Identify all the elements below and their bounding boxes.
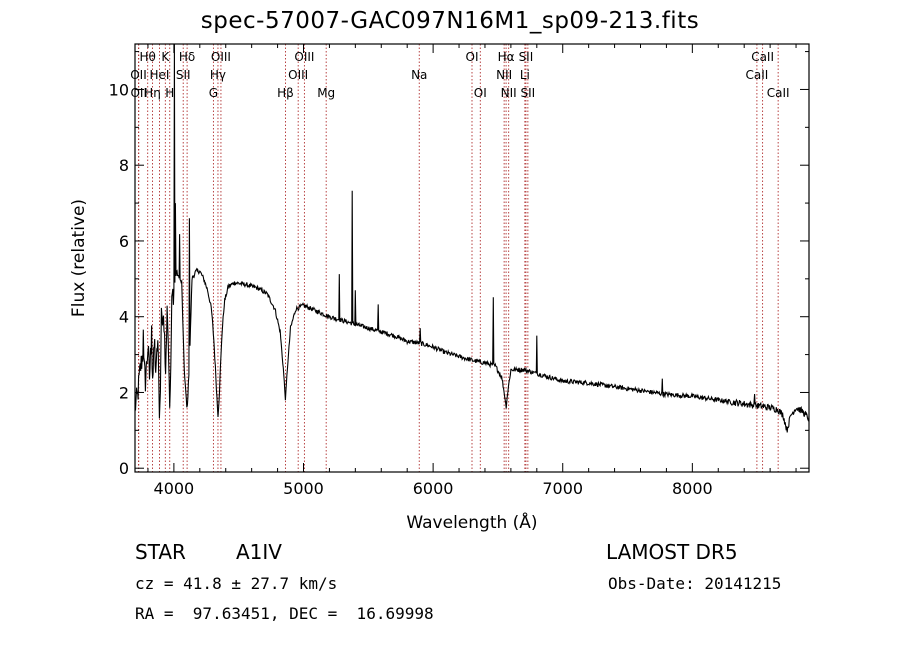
survey-name: LAMOST DR5 xyxy=(606,540,738,564)
spectral-line-label: OIII xyxy=(294,50,314,64)
spectral-line-label: CaII xyxy=(751,50,774,64)
spectral-line-label: OI xyxy=(474,86,487,100)
spectral-line-labels: Hθ K Hδ OIII OIII OI Hα SII CaII OII HeI SII Hγ OIII N… xyxy=(130,50,789,100)
spectral-line-markers xyxy=(138,44,779,472)
spectral-line-label: CaII xyxy=(745,68,768,82)
x-axis-ticks: 4000 5000 6000 7000 8000 xyxy=(147,44,797,498)
coordinates: RA = 97.63451, DEC = 16.69998 xyxy=(135,604,434,623)
x-tick-label: 6000 xyxy=(413,479,454,498)
y-tick-label: 2 xyxy=(119,383,129,402)
y-axis-label: Flux (relative) xyxy=(69,199,89,317)
y-tick-label: 4 xyxy=(119,308,129,327)
spectral-line-label: Hη xyxy=(144,86,161,100)
spectral-line-label: H xyxy=(165,86,174,100)
spectral-line-label: OIII xyxy=(288,68,308,82)
spectral-line-label: Hα xyxy=(498,50,515,64)
spectral-line-label: K xyxy=(161,50,170,64)
flux-line xyxy=(134,43,810,433)
spectral-line-label: Hγ xyxy=(210,68,226,82)
spectral-line-label: Hδ xyxy=(179,50,195,64)
x-tick-label: 5000 xyxy=(283,479,324,498)
spectral-line-label: OI xyxy=(466,50,479,64)
spectral-line-label: Hθ xyxy=(140,50,156,64)
y-tick-label: 0 xyxy=(119,459,129,478)
x-axis-label: Wavelength (Å) xyxy=(406,511,537,533)
object-class: STAR xyxy=(135,540,186,564)
y-axis-ticks: 0 2 4 6 8 10 xyxy=(109,51,809,478)
observation-date: Obs-Date: 20141215 xyxy=(608,574,782,593)
spectral-line-label: OII xyxy=(130,68,147,82)
spectral-line-label: NII xyxy=(501,86,517,100)
x-tick-label: 7000 xyxy=(542,479,583,498)
redshift-velocity: cz = 41.8 ± 27.7 km/s xyxy=(135,574,338,593)
spectral-line-label: Li xyxy=(520,68,530,82)
spectral-line-label: G xyxy=(209,86,218,100)
spectral-line-label: SII xyxy=(521,86,536,100)
x-tick-label: 8000 xyxy=(672,479,713,498)
plot-frame xyxy=(134,43,810,473)
spectral-line-label: Hβ xyxy=(277,86,294,100)
spectral-line-label: CaII xyxy=(767,86,790,100)
spectral-line-label: NII xyxy=(496,68,512,82)
y-tick-label: 8 xyxy=(119,156,129,175)
spectral-line-label: OIII xyxy=(211,50,231,64)
spectral-line-label: SII xyxy=(176,68,191,82)
object-subclass: A1IV xyxy=(236,540,282,564)
spectral-line-label: HeI xyxy=(150,68,170,82)
x-tick-label: 4000 xyxy=(154,479,195,498)
spectral-line-label: Mg xyxy=(317,86,335,100)
y-tick-label: 6 xyxy=(119,232,129,251)
y-tick-label: 10 xyxy=(109,80,129,99)
spectral-line-label: SII xyxy=(519,50,534,64)
chart-title: spec-57007-GAC097N16M1_sp09-213.fits xyxy=(200,8,700,34)
spectral-line-label: Na xyxy=(411,68,427,82)
